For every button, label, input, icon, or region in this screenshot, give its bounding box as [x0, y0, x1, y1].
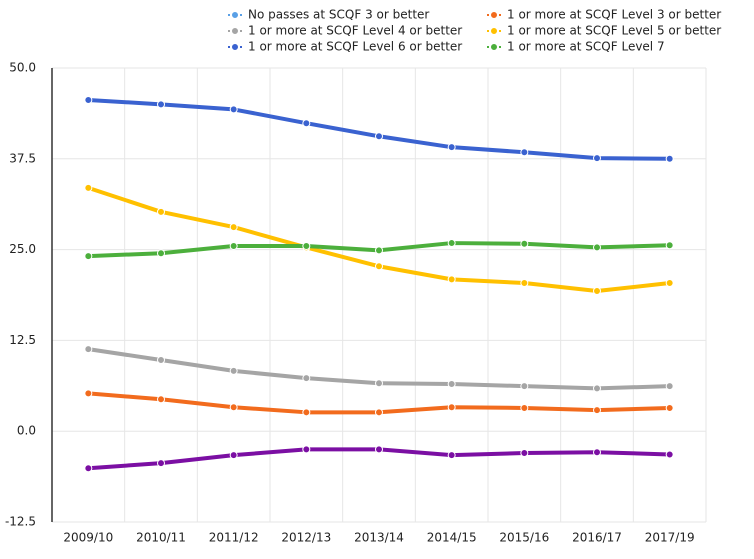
- point: [520, 279, 529, 288]
- point: [375, 132, 383, 141]
- point: [84, 252, 93, 261]
- point: [520, 403, 529, 412]
- legend-label: 1 or more at SCQF Level 3 or better: [507, 8, 721, 22]
- point: [665, 403, 674, 412]
- point: [375, 379, 383, 388]
- point: [593, 406, 601, 415]
- point: [520, 239, 529, 248]
- point: [229, 366, 238, 375]
- point: [302, 374, 311, 383]
- point: [84, 389, 93, 398]
- point: [447, 379, 456, 388]
- point: [229, 241, 238, 250]
- y-tick-label: 12.5: [9, 333, 36, 347]
- point: [520, 448, 529, 457]
- point: [665, 241, 674, 250]
- point: [375, 445, 383, 454]
- x-tick-label: 2010/11: [136, 531, 186, 545]
- point: [593, 154, 601, 163]
- point: [665, 279, 674, 288]
- legend-label: 1 or more at SCQF Level 4 or better: [248, 24, 462, 38]
- y-tick-label: -12.5: [5, 515, 36, 529]
- point: [157, 356, 165, 365]
- point: [302, 241, 311, 250]
- point: [665, 154, 674, 163]
- point: [520, 148, 529, 157]
- point: [84, 464, 93, 473]
- y-tick-label: 37.5: [9, 151, 36, 165]
- point: [229, 451, 238, 460]
- x-tick-label: 2009/10: [63, 531, 113, 545]
- point: [157, 100, 165, 109]
- point: [665, 450, 674, 459]
- legend-marker: [231, 27, 239, 35]
- y-tick-label: 25.0: [9, 242, 36, 256]
- legend-marker: [490, 43, 498, 51]
- point: [593, 384, 601, 393]
- x-tick-label: 2013/14: [354, 531, 404, 545]
- point: [302, 119, 311, 128]
- legend-marker: [231, 43, 239, 51]
- x-tick-label: 2016/17: [572, 531, 622, 545]
- point: [593, 243, 601, 252]
- point: [447, 451, 456, 460]
- point: [447, 143, 456, 152]
- point: [375, 246, 383, 255]
- point: [84, 95, 93, 104]
- point: [302, 408, 311, 417]
- y-tick-label: 50.0: [9, 61, 36, 75]
- point: [375, 262, 383, 271]
- legend-label: No passes at SCQF 3 or better: [248, 8, 429, 22]
- series-line: [87, 185, 670, 294]
- point: [593, 287, 601, 296]
- point: [593, 448, 601, 457]
- point: [302, 445, 311, 454]
- point: [375, 408, 383, 417]
- x-tick-label: 2011/12: [209, 531, 259, 545]
- point: [447, 275, 456, 284]
- point: [84, 345, 93, 354]
- point: [665, 382, 674, 391]
- legend-marker: [490, 11, 498, 19]
- point: [157, 207, 165, 216]
- point: [229, 403, 238, 412]
- x-tick-label: 2012/13: [281, 531, 331, 545]
- legend-label: 1 or more at SCQF Level 6 or better: [248, 40, 462, 54]
- y-tick-label: 0.0: [17, 424, 36, 438]
- x-tick-label: 2015/16: [499, 531, 549, 545]
- x-tick-label: 2017/19: [645, 531, 695, 545]
- point: [84, 183, 93, 192]
- point: [447, 403, 456, 412]
- point: [157, 395, 165, 404]
- point: [520, 382, 529, 391]
- point: [157, 459, 165, 468]
- point: [447, 239, 456, 248]
- legend-marker: [231, 11, 239, 19]
- point: [229, 105, 238, 114]
- point: [157, 249, 165, 258]
- series-line: [88, 97, 670, 161]
- x-tick-label: 2014/15: [427, 531, 477, 545]
- legend-marker: [490, 27, 498, 35]
- legend-label: 1 or more at SCQF Level 7: [507, 40, 665, 54]
- point: [229, 223, 238, 232]
- legend-label: 1 or more at SCQF Level 5 or better: [507, 24, 721, 38]
